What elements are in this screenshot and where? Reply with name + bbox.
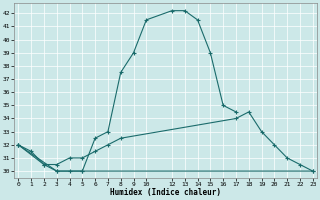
X-axis label: Humidex (Indice chaleur): Humidex (Indice chaleur) (110, 188, 221, 197)
